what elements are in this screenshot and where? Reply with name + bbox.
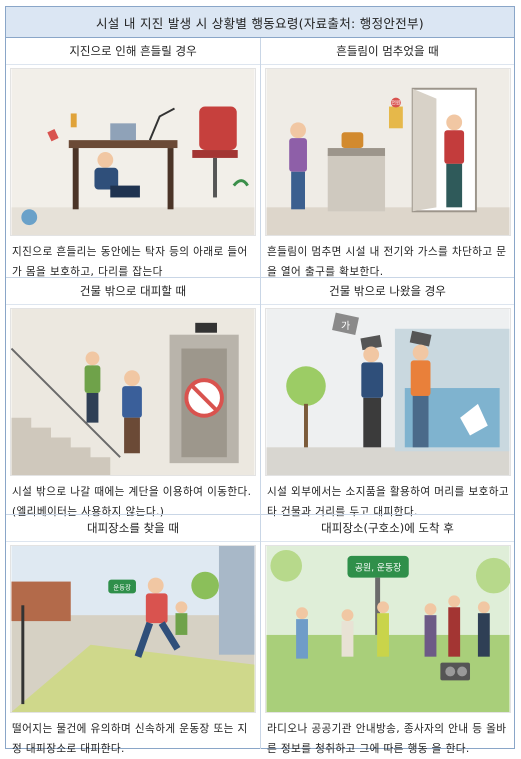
illustration-use-stairs [10, 308, 256, 476]
panel-caption: 라디오나 공공기관 안내방송, 종사자의 안내 등 올바른 정보를 청취하고 그… [267, 723, 507, 755]
power-label: 전원 [391, 100, 400, 107]
illustration-protect-head: 가 [265, 308, 511, 476]
row-divider [6, 277, 514, 278]
panel-heading: 흔들림이 멈추었을 때 [261, 38, 514, 65]
panel-outside-building: 건물 밖으로 나왔을 경우 가 [260, 278, 514, 518]
panel-shaking-stopped: 흔들림이 멈추었을 때 전원 [260, 38, 514, 278]
panel-heading: 지진으로 인해 흔들릴 경우 [6, 38, 260, 65]
illustration-shelter-area: 공원, 운동장 [265, 545, 511, 713]
panel-heading: 대피장소(구호소)에 도착 후 [261, 515, 514, 542]
panel-heading: 대피장소를 찾을 때 [6, 515, 260, 542]
panel-heading: 건물 밖으로 나왔을 경우 [261, 278, 514, 305]
evacuation-guide-table: 시설 내 지진 발생 시 상황별 행동요령(자료출처: 행정안전부) 지진으로 … [5, 6, 515, 755]
panel-caption: 지진으로 흔들리는 동안에는 탁자 등의 아래로 들어가 몸을 보호하고, 다리… [12, 246, 248, 278]
illustration-cut-power-open-door: 전원 [265, 68, 511, 236]
panel-caption: 시설 외부에서는 소지품을 활용하여 머리를 보호하고 타 건물과 거리를 두고… [267, 486, 510, 518]
panel-caption: 떨어지는 물건에 유의하며 신속하게 운동장 또는 지정 대피장소로 대피한다. [12, 723, 248, 755]
row-divider [6, 514, 514, 515]
panel-heading: 건물 밖으로 대피할 때 [6, 278, 260, 305]
park-sign-label: 공원, 운동장 [355, 563, 401, 574]
illustration-run-to-field: 운동장 [10, 545, 256, 713]
panel-caption: 흔들림이 멈추면 시설 내 전기와 가스를 차단하고 문을 열어 출구를 확보한… [267, 246, 507, 278]
sign-label: 가 [341, 320, 350, 332]
panel-arrive-shelter: 대피장소(구호소)에 도착 후 공원, 운동장 [260, 515, 514, 755]
panel-caption: 시설 밖으로 나갈 때에는 계단을 이용하여 이동한다. (엘리베이터는 사용하… [12, 486, 252, 518]
guide-title: 시설 내 지진 발생 시 상황별 행동요령(자료출처: 행정안전부) [6, 7, 514, 38]
panel-find-shelter: 대피장소를 찾을 때 운동장 [6, 515, 260, 755]
field-sign-label: 운동장 [113, 582, 131, 591]
illustration-under-desk [10, 68, 256, 236]
panel-evacuate-building: 건물 밖으로 대피할 때 시설 밖으로 [6, 278, 260, 518]
panel-shaking: 지진으로 인해 흔들릴 경우 [6, 38, 260, 278]
